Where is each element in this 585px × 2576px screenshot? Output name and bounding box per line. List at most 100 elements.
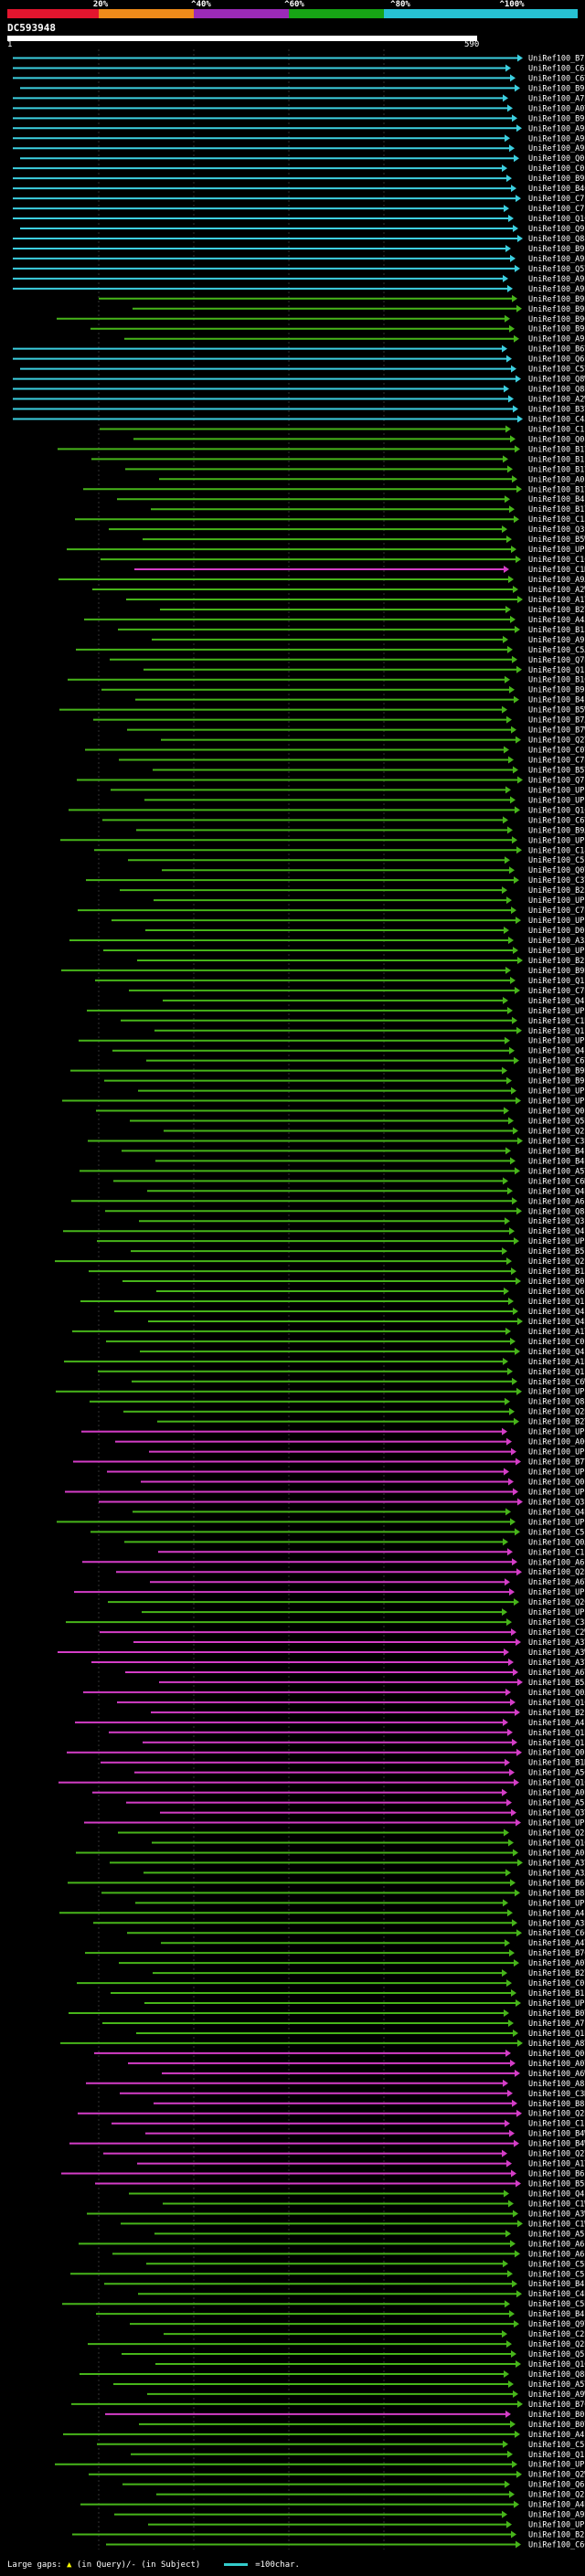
hit-row[interactable]: UniRef100_Q2B4Y9	[156, 2490, 585, 2500]
hit-label[interactable]: UniRef100_UP1000...	[528, 1388, 585, 1397]
hit-label[interactable]: UniRef100_UP1000...	[528, 1037, 585, 1046]
hit-row[interactable]: UniRef100_Q5VH18	[13, 264, 585, 274]
hit-row[interactable]: UniRef100_UP1000...	[57, 1518, 585, 1527]
hit-label[interactable]: UniRef100_Q111G4	[528, 2451, 585, 2460]
hit-row[interactable]: UniRef100_UP1000...	[149, 1447, 585, 1458]
hit-label[interactable]: UniRef100_B1J049	[528, 626, 585, 635]
hit-label[interactable]: UniRef100_Q1IGD7	[528, 1298, 585, 1307]
hit-row[interactable]: UniRef100_B1YXI0	[151, 505, 585, 514]
hit-label[interactable]: UniRef100_Q88153	[528, 1207, 585, 1216]
hit-label[interactable]: UniRef100_B2I2V1	[528, 957, 585, 966]
hit-label[interactable]: UniRef100_B5FR93	[528, 1247, 585, 1256]
hit-row[interactable]: UniRef100_UP1000...	[60, 836, 585, 845]
hit-label[interactable]: UniRef100_Q3T7G3	[528, 1809, 585, 1818]
hit-label[interactable]: UniRef100_A2WSZ0	[528, 396, 585, 405]
hit-label[interactable]: UniRef100_UP1000...	[528, 1097, 585, 1107]
hit-label[interactable]: UniRef100_A9W465	[528, 2390, 585, 2400]
hit-label[interactable]: UniRef100_Q2PJD8	[528, 1257, 585, 1267]
hit-label[interactable]: UniRef100_Q8K2J6	[528, 2370, 585, 2380]
hit-row[interactable]: UniRef100_Q08847	[133, 435, 585, 444]
hit-label[interactable]: UniRef100_A3J5F5	[528, 937, 585, 946]
hit-row[interactable]: UniRef100_B9F8P6	[13, 244, 585, 254]
hit-label[interactable]: UniRef100_A3KHX5	[528, 1919, 585, 1928]
hit-label[interactable]: UniRef100_B9N7H1	[528, 295, 585, 304]
hit-label[interactable]: UniRef100_UP1000...	[528, 947, 585, 956]
hit-row[interactable]: UniRef100_Q18KF7	[143, 1738, 585, 1748]
hit-label[interactable]: UniRef100_A8TJ76	[528, 2040, 585, 2049]
hit-row[interactable]: UniRef100_A6C559	[112, 2250, 585, 2259]
hit-label[interactable]: UniRef100_B4WNY7	[528, 2140, 585, 2149]
hit-row[interactable]: UniRef100_Q6FA24	[156, 1288, 585, 1297]
hit-label[interactable]: UniRef100_A9REI2	[528, 255, 585, 264]
hit-row[interactable]: UniRef100_B9R7W1	[90, 324, 585, 334]
hit-row[interactable]: UniRef100_Q0XZE0	[83, 1688, 585, 1698]
hit-row[interactable]: UniRef100_B2T4F8	[157, 1417, 585, 1427]
hit-label[interactable]: UniRef100_Q5NXQ1	[528, 1118, 585, 1127]
hit-label[interactable]: UniRef100_C1ORX3	[528, 556, 585, 565]
hit-label[interactable]: UniRef100_Q0XZE0	[528, 1689, 585, 1698]
hit-label[interactable]: UniRef100_UP1000...	[528, 1468, 585, 1478]
hit-label[interactable]: UniRef100_A2WFL6	[528, 586, 585, 595]
hit-label[interactable]: UniRef100_B9B906	[528, 686, 585, 695]
hit-label[interactable]: UniRef100_C0PS26	[528, 164, 585, 174]
hit-label[interactable]: UniRef100_B9I794	[528, 84, 585, 93]
hit-label[interactable]: UniRef100_A4S496	[528, 2431, 585, 2440]
hit-row[interactable]: UniRef100_Q1NNB0	[136, 2029, 585, 2039]
hit-label[interactable]: UniRef100_A4ZV2	[528, 1719, 585, 1728]
hit-row[interactable]: UniRef100_Q4LE15	[129, 2189, 585, 2199]
hit-label[interactable]: UniRef100_Q08847	[528, 435, 585, 444]
hit-row[interactable]: UniRef100_A1TBY4	[137, 2159, 585, 2169]
hit-label[interactable]: UniRef100_C1WF58	[528, 2220, 585, 2229]
hit-label[interactable]: UniRef100_A9S8Y0	[528, 335, 585, 345]
hit-row[interactable]: UniRef100_Q13PU7	[95, 976, 585, 986]
hit-label[interactable]: UniRef100_A3WF73	[528, 2210, 585, 2219]
hit-label[interactable]: UniRef100_A0QDL2	[528, 1438, 585, 1447]
hit-row[interactable]: UniRef100_Q47IF1	[163, 996, 585, 1006]
hit-row[interactable]: UniRef100_A6VS64	[150, 1578, 585, 1587]
hit-row[interactable]: UniRef100_A9RR66	[13, 274, 585, 284]
hit-label[interactable]: UniRef100_Q28RS0	[528, 1829, 585, 1839]
hit-row[interactable]: UniRef100_B9GRM7	[57, 314, 585, 324]
hit-label[interactable]: UniRef100_Q5L2H6	[528, 2350, 585, 2359]
hit-label[interactable]: UniRef100_B5JXD2	[528, 1679, 585, 1688]
hit-label[interactable]: UniRef100_C4DZ60	[528, 2290, 585, 2299]
hit-label[interactable]: UniRef100_C5SLE4	[528, 856, 585, 865]
hit-row[interactable]: UniRef100_B2TCB4	[160, 605, 585, 615]
hit-row[interactable]: UniRef100_C1FJ61	[100, 425, 585, 434]
hit-row[interactable]: UniRef100_UP1000...	[103, 946, 585, 956]
hit-row[interactable]: UniRef100_A3VDD7	[110, 1859, 585, 1868]
hit-label[interactable]: UniRef100_A1VMV5	[528, 596, 585, 605]
hit-row[interactable]: UniRef100_Q7C1M4	[77, 776, 585, 785]
hit-label[interactable]: UniRef100_Q4HFW4	[528, 1508, 585, 1517]
hit-row[interactable]: UniRef100_A4DXC7	[80, 2500, 585, 2510]
hit-label[interactable]: UniRef100_B7GQL2	[528, 2401, 585, 2410]
hit-label[interactable]: UniRef100_B4SSC3	[528, 1147, 585, 1156]
hit-label[interactable]: UniRef100_B9R7W1	[528, 325, 585, 334]
hit-label[interactable]: UniRef100_Q2K9P0	[528, 2340, 585, 2349]
hit-row[interactable]: UniRef100_A2WSZ0	[13, 395, 585, 405]
hit-row[interactable]: UniRef100_Q47TL1	[63, 1227, 585, 1236]
hit-label[interactable]: UniRef100_Q1GMS2	[528, 1839, 585, 1848]
hit-row[interactable]: UniRef100_C6S225	[13, 64, 585, 73]
hit-row[interactable]: UniRef100_UP1000...	[148, 2520, 585, 2530]
hit-label[interactable]: UniRef100_Q39XH1	[528, 525, 585, 535]
hit-label[interactable]: UniRef100_Q1NNB0	[528, 2030, 585, 2039]
hit-label[interactable]: UniRef100_Q2GC21	[528, 1598, 585, 1607]
hit-label[interactable]: UniRef100_UP1000...	[528, 1237, 585, 1246]
hit-row[interactable]: UniRef100_B4W811	[145, 2129, 585, 2139]
hit-label[interactable]: UniRef100_A9NLT4	[528, 285, 585, 294]
hit-label[interactable]: UniRef100_B4BRX3	[528, 2310, 585, 2319]
hit-label[interactable]: UniRef100_B9AZF5	[528, 826, 585, 835]
hit-label[interactable]: UniRef100_Q4KFX7	[528, 1318, 585, 1327]
hit-label[interactable]: UniRef100_A5FSJ9	[528, 1799, 585, 1808]
hit-label[interactable]: UniRef100_Q42TX3	[528, 1047, 585, 1056]
hit-label[interactable]: UniRef100_A5G218	[528, 1769, 585, 1778]
hit-row[interactable]: UniRef100_B9B906	[101, 685, 585, 695]
hit-label[interactable]: UniRef100_UP1000...	[528, 1819, 585, 1829]
hit-label[interactable]: UniRef100_UP1000...	[528, 786, 585, 795]
hit-row[interactable]: UniRef100_A9W465	[147, 2390, 585, 2400]
hit-label[interactable]: UniRef100_A1KAH7	[528, 1358, 585, 1367]
hit-row[interactable]: UniRef100_UP1000...	[67, 546, 585, 555]
hit-row[interactable]: UniRef100_C3MRP7	[120, 2089, 585, 2099]
hit-row[interactable]: UniRef100_Q0BYV1	[67, 1748, 585, 1758]
